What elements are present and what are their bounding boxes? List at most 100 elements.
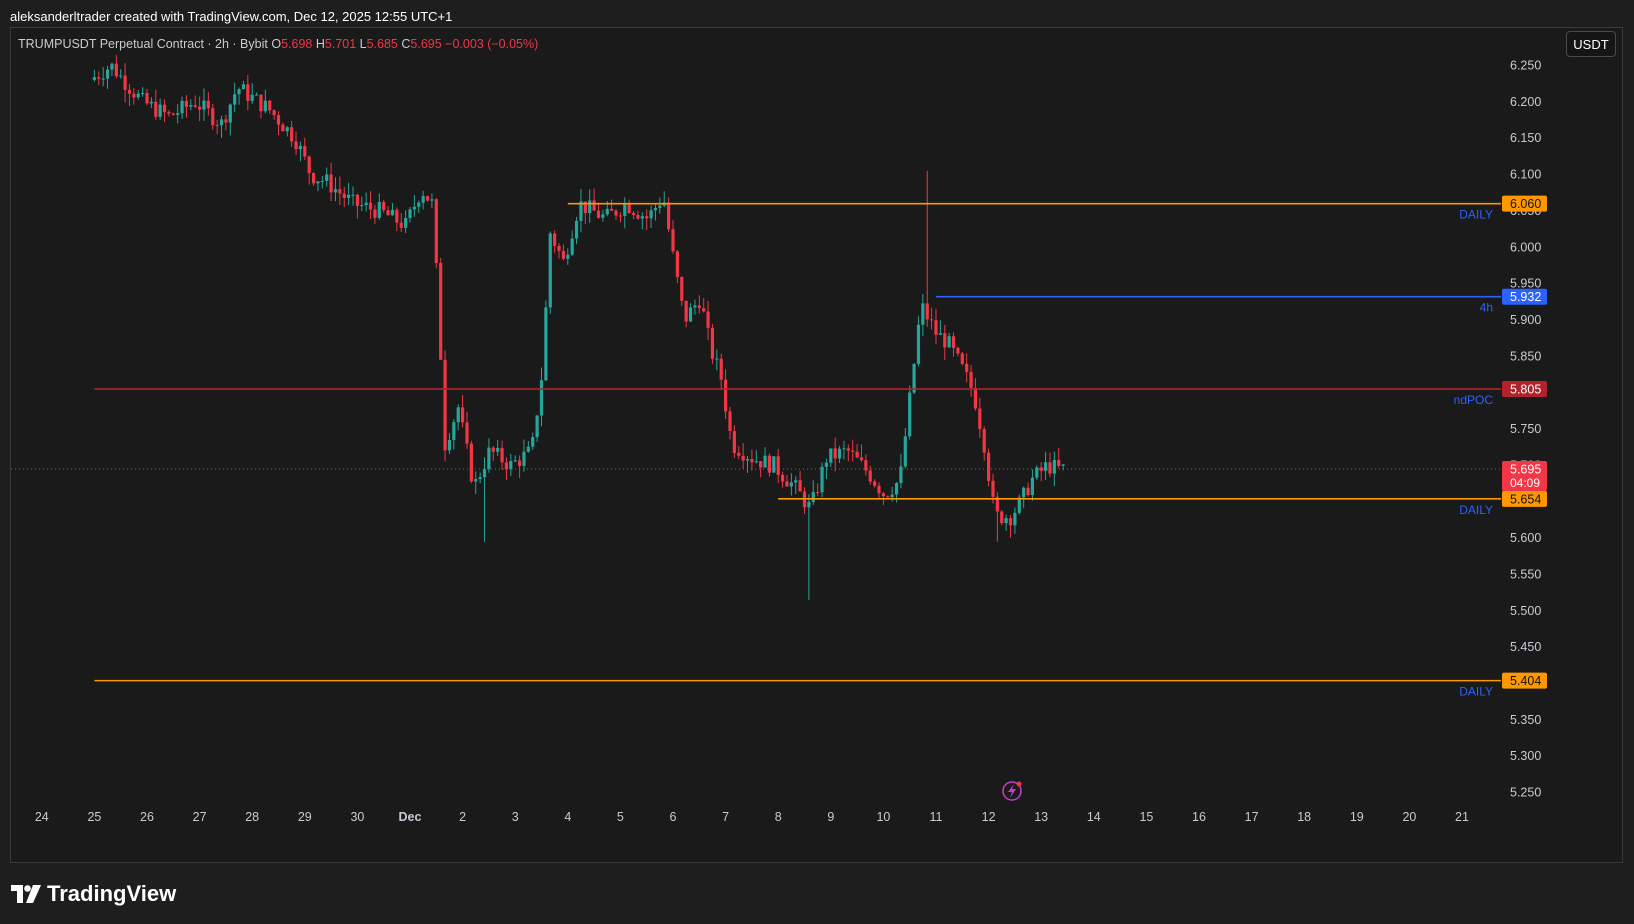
time-tick-label: 20 <box>1402 810 1416 824</box>
candle-body <box>579 201 583 221</box>
candle-body <box>461 407 465 423</box>
time-tick-label: 29 <box>298 810 312 824</box>
candle-body <box>728 411 732 432</box>
candle-body <box>618 215 622 217</box>
candle-body <box>167 112 171 114</box>
level-tag: DAILY <box>1459 685 1493 699</box>
price-tick-label: 5.950 <box>1510 277 1541 291</box>
candle-body <box>412 206 416 210</box>
candle-body <box>610 208 614 211</box>
candle-body <box>184 100 189 107</box>
candle-body <box>794 480 798 483</box>
candle-body <box>254 94 259 96</box>
candle-body <box>320 180 324 182</box>
candle-body <box>342 193 346 198</box>
candle-body <box>526 446 530 452</box>
candle-body <box>268 100 272 111</box>
symbol-title[interactable]: TRUMPUSDT Perpetual Contract · 2h · Bybi… <box>18 37 268 51</box>
price-tick-label: 5.850 <box>1510 349 1541 363</box>
candle-body <box>1004 518 1008 524</box>
candle-body <box>973 387 978 409</box>
candle-body <box>566 254 570 259</box>
candle-body <box>105 69 110 79</box>
candle-body <box>281 124 285 132</box>
candle-body <box>934 320 938 335</box>
price-tick-label: 6.000 <box>1510 240 1541 254</box>
candle-body <box>833 448 837 459</box>
candle-body <box>1043 462 1048 471</box>
level-tag: 4h <box>1480 301 1493 315</box>
candle-body <box>877 485 881 494</box>
candle-body <box>114 63 118 77</box>
time-tick-label: 4 <box>564 810 571 824</box>
candles-layer <box>92 54 1065 600</box>
misc-layer <box>1002 781 1022 801</box>
candle-body <box>1013 512 1017 526</box>
candle-body <box>605 208 609 215</box>
notification-dot <box>1016 781 1022 787</box>
candle-body <box>206 100 210 109</box>
countdown-label: 04:09 <box>1510 476 1540 490</box>
candle-body <box>176 113 180 115</box>
candle-body <box>364 202 368 206</box>
price-tick-label: 6.250 <box>1510 59 1541 73</box>
candle-body <box>276 115 281 125</box>
candle-body <box>671 229 675 252</box>
time-tick-label: 24 <box>35 810 49 824</box>
candle-body <box>912 363 916 393</box>
candle-body <box>574 220 579 239</box>
tradingview-logo[interactable]: TradingView <box>11 881 176 907</box>
price-tick-label: 5.500 <box>1510 604 1541 618</box>
currency-button[interactable]: USDT <box>1566 31 1616 57</box>
candle-body <box>943 333 947 348</box>
candle-body <box>228 104 232 123</box>
candle-body <box>899 466 903 483</box>
candle-body <box>290 127 294 142</box>
candle-body <box>373 209 377 218</box>
candle-body <box>439 263 443 360</box>
price-tick-label: 5.900 <box>1510 313 1541 327</box>
brand-name: TradingView <box>47 881 177 906</box>
candle-body <box>719 358 723 380</box>
candle-body <box>759 461 763 468</box>
candle-body <box>702 308 706 312</box>
candle-body <box>715 358 719 360</box>
candle-body <box>469 443 473 482</box>
candle-body <box>951 336 956 348</box>
candle-body <box>816 492 820 494</box>
candle-body <box>868 470 872 482</box>
candle-body <box>631 212 636 215</box>
time-tick-label: 6 <box>670 810 677 824</box>
chart-panel[interactable] <box>10 27 1623 863</box>
symbol-legend[interactable]: TRUMPUSDT Perpetual Contract · 2h · Bybi… <box>18 37 538 51</box>
time-tick-label: 14 <box>1087 810 1101 824</box>
candle-body <box>640 216 644 219</box>
time-tick-label: 27 <box>193 810 207 824</box>
candle-body <box>531 437 535 447</box>
candle-body <box>92 77 96 81</box>
price-tick-label: 5.250 <box>1510 786 1541 800</box>
candle-body <box>347 194 351 198</box>
candle-body <box>513 460 517 462</box>
candle-body <box>123 75 127 90</box>
candle-body <box>938 333 942 335</box>
candle-body <box>316 181 320 184</box>
candle-body <box>675 251 679 278</box>
candle-body <box>487 447 491 470</box>
candle-body <box>785 481 789 487</box>
candle-body <box>780 474 785 482</box>
low-value: 5.685 <box>366 37 398 51</box>
candle-body <box>557 245 561 251</box>
candle-body <box>395 209 399 223</box>
candle-body <box>149 101 153 104</box>
tradingview-logo-icon <box>11 885 41 903</box>
price-tick-label: 5.550 <box>1510 567 1541 581</box>
candle-body <box>864 460 868 471</box>
candle-body <box>504 462 509 470</box>
price-tick-label: 5.300 <box>1510 749 1541 763</box>
candle-body <box>623 204 627 216</box>
candle-body <box>886 496 890 498</box>
candle-body <box>224 119 228 123</box>
close-label: C <box>401 37 411 51</box>
